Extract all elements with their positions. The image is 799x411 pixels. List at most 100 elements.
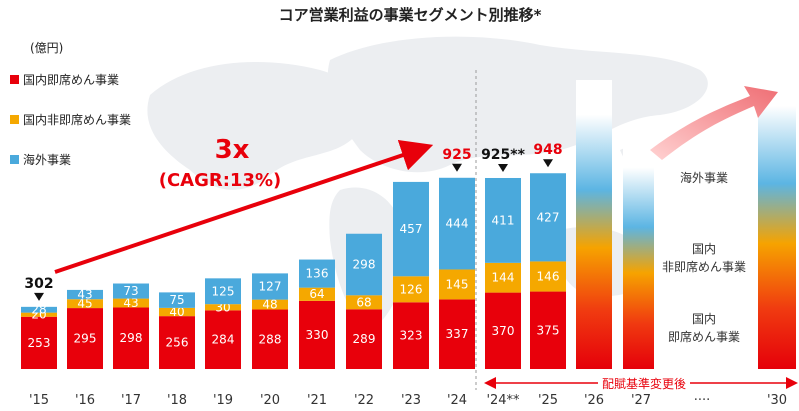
bar-value-label: 68 [356, 295, 371, 309]
bar-'18-s1 [159, 307, 195, 317]
bar-'16-s2 [67, 289, 103, 300]
total-marker [34, 292, 44, 301]
bar-value-label: 125 [212, 284, 235, 298]
bar-'15-s0 [21, 316, 57, 369]
bar-value-label: 256 [166, 336, 189, 350]
bar-'24**-s2 [485, 177, 521, 263]
bar-value-label: 40 [169, 305, 184, 319]
bar-value-label: 75 [169, 293, 184, 307]
total-label: 925** [481, 147, 526, 163]
bar-value-label: 295 [74, 332, 97, 346]
legend-swatch-overseas [10, 155, 19, 164]
bar-value-label: 43 [123, 296, 138, 310]
bar-'22-s1 [346, 295, 382, 310]
bar-'24-s2 [439, 177, 475, 270]
bar-value-label: 411 [492, 213, 515, 227]
total-marker [452, 163, 462, 172]
x-tick-label: '21 [307, 393, 327, 408]
bar-'24-s0 [439, 299, 475, 369]
future-segment-label: 海外事業 [680, 170, 728, 185]
growth-cagr: (CAGR:13%) [159, 170, 282, 191]
bar-value-label: 289 [353, 332, 376, 346]
total-label: 302 [24, 276, 53, 292]
bar-value-label: 323 [400, 329, 423, 343]
bar-value-label: 298 [353, 258, 376, 272]
future-segment-label: 即席めん事業 [668, 329, 740, 344]
bar-value-label: 126 [400, 282, 423, 296]
future-segment-label: 国内 [692, 242, 716, 256]
future-segment-label: 非即席めん事業 [662, 259, 746, 274]
x-tick-label: '27 [631, 393, 651, 408]
x-tick-label: '23 [401, 393, 421, 408]
bar-'23-s0 [393, 302, 429, 369]
bar-value-label: 337 [446, 327, 469, 341]
future-bars [576, 70, 796, 369]
bar-value-label: 28 [31, 303, 46, 317]
bar-'23-s1 [393, 276, 429, 303]
x-tick-label: '18 [167, 393, 187, 408]
bar-'23-s2 [393, 181, 429, 277]
bar-value-label: 144 [492, 271, 515, 285]
bar-value-label: 444 [446, 217, 469, 231]
bar-'24**-s1 [485, 262, 521, 293]
bar-'17-s0 [113, 307, 149, 369]
bar-'16-s0 [67, 308, 103, 369]
bar-'21-s2 [299, 259, 335, 288]
bracket-label-bg [598, 375, 690, 391]
legend-swatch-domestic-non-instant [10, 115, 19, 124]
x-tick-label: '16 [75, 393, 95, 408]
total-marker [543, 159, 553, 168]
bar-'15-s2 [21, 306, 57, 313]
x-axis-ticks: '15 '16 '17 '18 '19 '20 '21 '22 '23 '24 '24** '25 '2… [29, 393, 787, 408]
legend-swatch-domestic-instant [10, 75, 19, 84]
bar-value-label: 127 [259, 280, 282, 294]
bar-'24**-s0 [485, 292, 521, 369]
x-tick-label: '26 [584, 393, 604, 408]
bar-value-label: 73 [123, 284, 138, 298]
bar-'22-s0 [346, 309, 382, 369]
bar-value-label: 370 [492, 324, 515, 338]
bar-'17-s1 [113, 298, 149, 308]
bar-value-label: 375 [537, 323, 560, 337]
x-tick-label: '19 [213, 393, 233, 408]
bar-'18-s0 [159, 316, 195, 369]
legend-label-domestic-non-instant: 国内非即席めん事業 [23, 112, 131, 127]
bar-value-label: 136 [306, 267, 329, 281]
bar-'24-s1 [439, 269, 475, 300]
bar-'22-s2 [346, 233, 382, 296]
bar-value-label: 298 [120, 331, 143, 345]
x-tick-label: '24** [486, 393, 520, 408]
bar-value-label: 427 [537, 210, 560, 224]
growth-multiple: 3x [215, 135, 250, 165]
bar-value-label: 253 [28, 336, 51, 350]
bar-'19-s2 [205, 278, 241, 305]
x-tick-label: '17 [121, 393, 141, 408]
bar-'21-s0 [299, 300, 335, 369]
x-tick-label: '15 [29, 393, 49, 408]
bar-'20-s2 [252, 273, 288, 300]
bar-'19-s0 [205, 310, 241, 369]
total-label: 948 [533, 142, 562, 158]
bar-value-label: 43 [77, 288, 92, 302]
bars: 2532028295454329843732564075284301252884… [21, 173, 566, 369]
legend: 国内即席めん事業 国内非即席めん事業 海外事業 [10, 72, 131, 167]
total-label: 925 [442, 147, 471, 163]
future-bar-'30 [758, 70, 796, 369]
x-tick-label: '22 [354, 393, 374, 408]
bar-value-label: 146 [537, 269, 560, 283]
bar-value-label: 288 [259, 332, 282, 346]
bar-'25-s2 [530, 173, 566, 262]
x-tick-label: '20 [260, 393, 280, 408]
future-bar-'27 [623, 140, 659, 369]
bar-value-label: 457 [400, 222, 423, 236]
future-segment-label: 国内 [692, 312, 716, 326]
bar-'25-s0 [530, 291, 566, 369]
bar-'25-s1 [530, 261, 566, 292]
future-growth-arrow [650, 86, 778, 160]
bar-value-label: 284 [212, 333, 235, 347]
legend-label-overseas: 海外事業 [23, 152, 71, 167]
bar-'20-s0 [252, 309, 288, 369]
bracket-label: 配賦基準変更後 [602, 376, 686, 391]
